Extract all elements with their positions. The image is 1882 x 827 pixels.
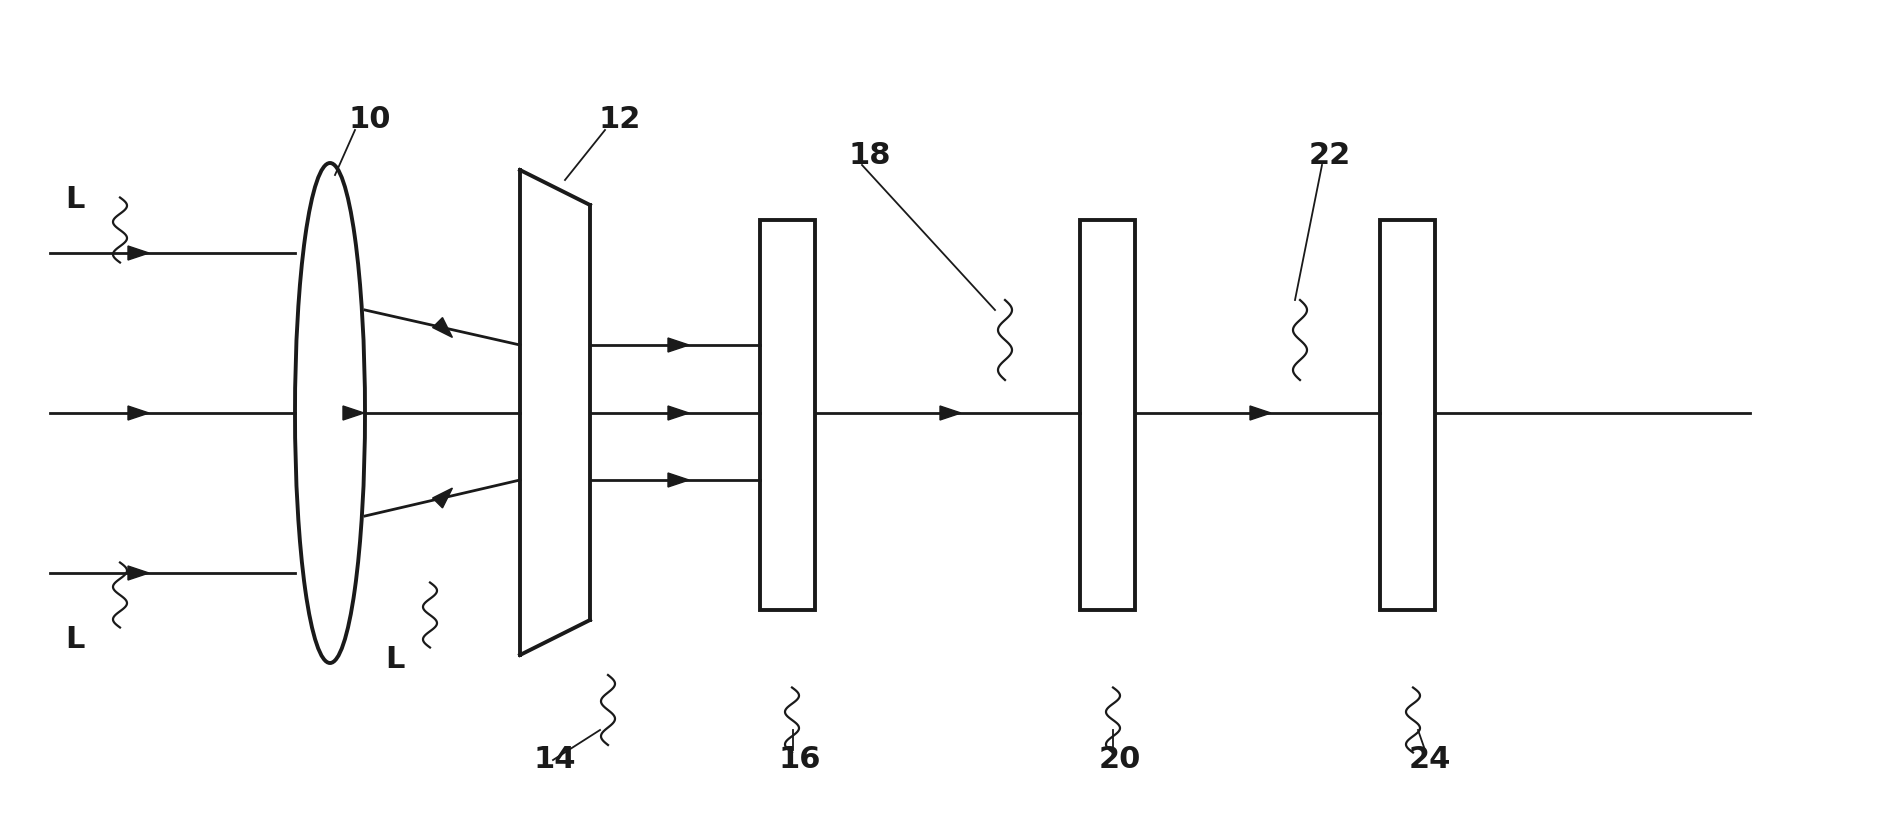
Text: 16: 16 (779, 745, 821, 775)
Text: 18: 18 (849, 141, 890, 170)
Bar (1080, 220, 1135, 610)
Text: 10: 10 (348, 106, 391, 135)
Polygon shape (1250, 406, 1270, 420)
Polygon shape (668, 473, 689, 487)
Polygon shape (343, 406, 363, 420)
Polygon shape (128, 406, 149, 420)
Bar (1380, 220, 1434, 610)
Polygon shape (939, 406, 960, 420)
Polygon shape (433, 318, 452, 337)
Text: L: L (66, 185, 85, 214)
Text: 14: 14 (533, 745, 576, 775)
Text: L: L (66, 625, 85, 654)
Polygon shape (668, 406, 689, 420)
Text: L: L (386, 646, 405, 675)
Polygon shape (433, 488, 452, 508)
Bar (760, 220, 815, 610)
Polygon shape (128, 246, 149, 260)
Text: 12: 12 (598, 106, 642, 135)
Text: 20: 20 (1099, 745, 1140, 775)
Text: 24: 24 (1408, 745, 1451, 775)
Polygon shape (128, 566, 149, 580)
Polygon shape (668, 338, 689, 352)
Text: 22: 22 (1308, 141, 1351, 170)
